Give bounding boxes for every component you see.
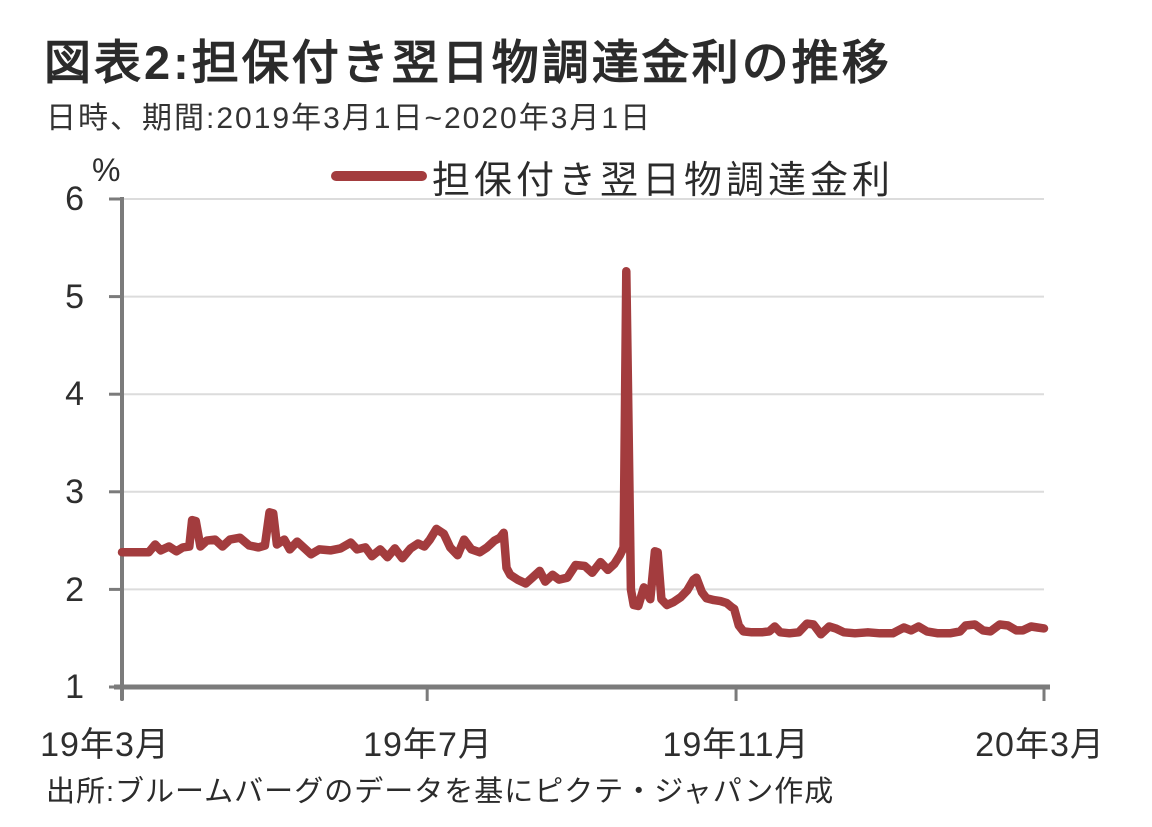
y-tick-label-6: 6: [65, 180, 84, 218]
y-tick-label-4: 4: [65, 375, 84, 413]
y-tick-label-5: 5: [65, 278, 84, 316]
legend-label: 担保付き翌日物調達金利: [432, 159, 895, 202]
x-tick-label-0: 19年3月: [40, 726, 170, 764]
figure-subtitle: 日時、期間:2019年3月1日~2020年3月1日: [46, 102, 653, 135]
x-tick-label-2: 19年11月: [662, 726, 810, 764]
y-tick-label-1: 1: [65, 668, 84, 706]
legend: 担保付き翌日物調達金利: [331, 153, 894, 202]
y-axis-unit-label: %: [92, 152, 121, 188]
x-tick-label-1: 19年7月: [363, 726, 493, 764]
rate-line: [117, 266, 1049, 639]
y-tick-label-2: 2: [65, 571, 84, 609]
legend-line-swatch: [331, 171, 427, 181]
figure-title: 図表2:担保付き翌日物調達金利の推移: [44, 36, 892, 89]
x-tick-label-3: 20年3月: [975, 726, 1105, 764]
y-tick-label-3: 3: [65, 473, 84, 511]
source-note: 出所:ブルームバーグのデータを基にピクテ・ジャパン作成: [46, 776, 835, 808]
